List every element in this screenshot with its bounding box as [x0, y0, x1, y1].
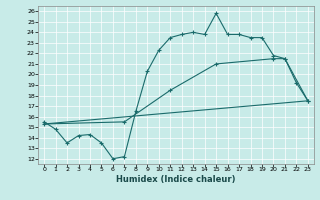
X-axis label: Humidex (Indice chaleur): Humidex (Indice chaleur) — [116, 175, 236, 184]
